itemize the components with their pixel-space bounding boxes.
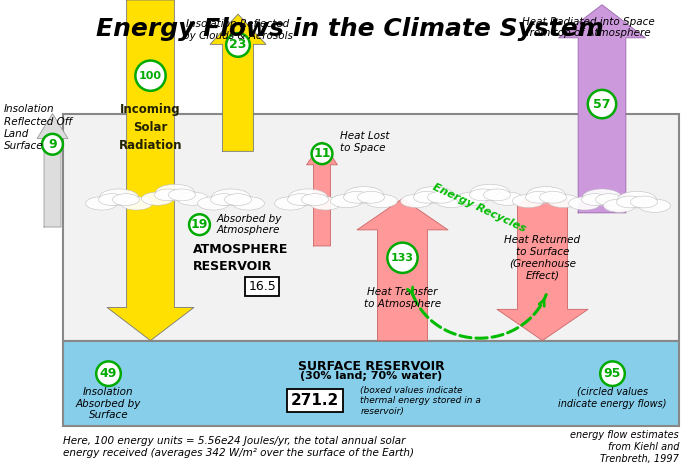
Ellipse shape [414,187,454,203]
Text: 49: 49 [100,367,117,380]
Ellipse shape [526,187,566,203]
Ellipse shape [582,189,622,205]
Text: 271.2: 271.2 [290,393,339,408]
Ellipse shape [617,192,657,208]
Text: Insolation Reflected
by Clouds & Aerosols: Insolation Reflected by Clouds & Aerosol… [183,19,293,41]
Text: 100: 100 [139,70,162,81]
Ellipse shape [387,243,418,273]
Ellipse shape [344,187,384,203]
Ellipse shape [435,194,468,208]
Ellipse shape [491,192,524,205]
Polygon shape [357,199,448,341]
Ellipse shape [603,199,636,212]
Ellipse shape [547,194,580,208]
Text: Energy Flows in the Climate System: Energy Flows in the Climate System [96,17,604,41]
Ellipse shape [470,184,510,201]
Text: 57: 57 [594,97,610,111]
Text: 133: 133 [391,253,414,263]
Ellipse shape [414,191,440,203]
Ellipse shape [96,361,121,386]
Ellipse shape [225,194,251,206]
Text: 11: 11 [314,147,330,160]
Ellipse shape [603,197,636,210]
Ellipse shape [309,197,342,210]
Ellipse shape [470,189,496,201]
Ellipse shape [638,199,671,212]
Ellipse shape [596,194,622,206]
Ellipse shape [617,196,643,208]
Text: Heat Lost
to Space: Heat Lost to Space [340,131,389,153]
Text: 19: 19 [191,218,208,231]
Text: SURFACE RESERVOIR: SURFACE RESERVOIR [298,360,444,373]
Ellipse shape [197,197,230,210]
Text: Insolation
Reflected Off
Land
Surface: Insolation Reflected Off Land Surface [4,104,71,151]
Text: 95: 95 [604,367,621,380]
Ellipse shape [141,192,174,205]
Text: Energy Recycles: Energy Recycles [431,182,528,234]
Ellipse shape [169,189,195,201]
Ellipse shape [568,197,601,210]
Polygon shape [307,142,337,246]
Ellipse shape [232,197,265,210]
Ellipse shape [189,214,210,235]
Ellipse shape [42,134,63,155]
Ellipse shape [226,33,250,57]
Ellipse shape [312,143,332,164]
Ellipse shape [330,194,363,208]
Ellipse shape [85,197,118,210]
Text: ATMOSPHERE
RESERVOIR: ATMOSPHERE RESERVOIR [193,243,288,273]
Ellipse shape [274,197,307,210]
Text: 9: 9 [48,138,57,151]
Ellipse shape [302,194,328,206]
Ellipse shape [155,184,195,201]
Text: 23: 23 [230,38,246,52]
Ellipse shape [99,194,125,206]
Ellipse shape [484,189,510,201]
Ellipse shape [99,189,139,205]
Text: energy flow estimates
from Kiehl and
Trenbreth, 1997: energy flow estimates from Kiehl and Tre… [570,430,679,464]
Ellipse shape [512,194,545,208]
Text: Heat Radiated into Space
from top of Atmosphere: Heat Radiated into Space from top of Atm… [522,17,654,38]
Ellipse shape [288,194,314,206]
Ellipse shape [540,191,566,203]
Ellipse shape [211,194,237,206]
Ellipse shape [155,189,181,201]
Text: Absorbed by
Atmosphere: Absorbed by Atmosphere [217,214,282,236]
Polygon shape [107,0,194,341]
Ellipse shape [288,189,328,205]
Ellipse shape [365,194,398,208]
FancyBboxPatch shape [63,341,679,426]
Ellipse shape [526,191,552,203]
Text: (boxed values indicate
thermal energy stored in a
reservoir): (boxed values indicate thermal energy st… [360,385,482,416]
Text: Incoming
Solar
Radiation: Incoming Solar Radiation [119,103,182,152]
FancyBboxPatch shape [63,114,679,341]
Ellipse shape [428,191,454,203]
Ellipse shape [358,191,384,203]
Polygon shape [497,199,588,341]
Ellipse shape [588,90,616,118]
Ellipse shape [135,61,166,91]
Polygon shape [37,114,68,227]
Ellipse shape [176,192,209,205]
Text: (30% land; 70% water): (30% land; 70% water) [300,371,442,381]
Polygon shape [210,14,266,151]
Ellipse shape [344,191,370,203]
Ellipse shape [211,189,251,205]
Ellipse shape [120,197,153,210]
Ellipse shape [631,196,657,208]
Ellipse shape [600,361,625,386]
Text: Heat Transfer
to Atmosphere: Heat Transfer to Atmosphere [364,287,441,309]
Text: (circled values
indicate energy flows): (circled values indicate energy flows) [559,387,666,409]
Ellipse shape [582,194,608,206]
Text: 16.5: 16.5 [248,280,276,293]
Text: Insolation
Absorbed by
Surface: Insolation Absorbed by Surface [76,387,141,420]
Polygon shape [559,5,645,213]
Ellipse shape [456,192,489,205]
Ellipse shape [400,194,433,208]
Text: Heat Returned
to Surface
(Greenhouse
Effect): Heat Returned to Surface (Greenhouse Eff… [505,236,580,280]
Ellipse shape [113,194,139,206]
Text: Here, 100 energy units = 5.56e24 Joules/yr, the total annual solar
energy receiv: Here, 100 energy units = 5.56e24 Joules/… [63,436,414,458]
